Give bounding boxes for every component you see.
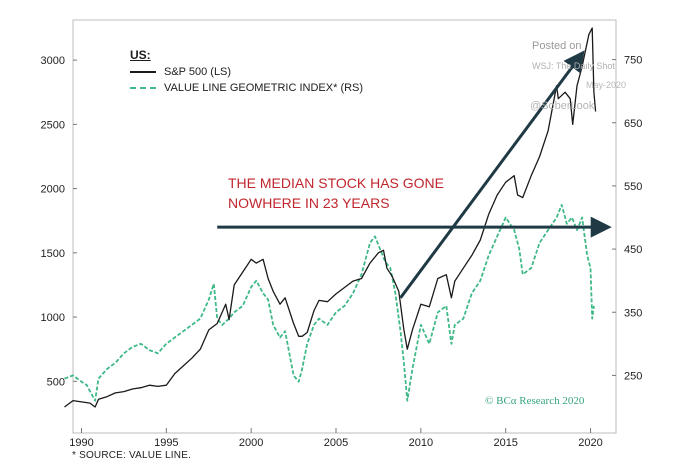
x-tick-label: 2010 bbox=[409, 437, 433, 449]
x-axis: 1990 1995 2000 2005 2010 2015 2020 bbox=[69, 428, 603, 449]
right-tick-label: 750 bbox=[624, 55, 642, 67]
arrows-layer bbox=[217, 50, 612, 299]
left-tick-label: 1000 bbox=[41, 312, 65, 324]
x-tick-label: 2020 bbox=[578, 437, 602, 449]
right-tick-label: 250 bbox=[624, 370, 642, 382]
right-tick-label: 550 bbox=[624, 181, 642, 193]
valueline-line bbox=[64, 203, 595, 402]
right-axis: 250 350 450 550 650 750 bbox=[612, 55, 642, 382]
posted-watermark: Posted on bbox=[532, 40, 582, 52]
annotation-line-1: THE MEDIAN STOCK HAS GONE bbox=[228, 175, 444, 191]
soberlook-watermark: @SoberLook bbox=[530, 100, 595, 112]
legend-label-sp500: S&P 500 (LS) bbox=[164, 66, 232, 78]
legend-swatch-solid bbox=[130, 71, 156, 73]
diagonal-arrow bbox=[399, 50, 585, 299]
left-tick-label: 2500 bbox=[41, 119, 65, 131]
x-tick-label: 2000 bbox=[239, 437, 263, 449]
right-tick-label: 450 bbox=[624, 244, 642, 256]
plot-border bbox=[72, 19, 617, 434]
copyright-label: © BCα Research 2020 bbox=[485, 395, 585, 407]
right-tick-label: 650 bbox=[624, 118, 642, 130]
legend-label-valueline: VALUE LINE GEOMETRIC INDEX* (RS) bbox=[164, 82, 364, 94]
left-axis: 500 1000 1500 2000 2500 3000 bbox=[41, 55, 77, 388]
right-tick-label: 350 bbox=[624, 307, 642, 319]
source-note: * SOURCE: VALUE LINE. bbox=[72, 450, 192, 461]
x-tick-label: 2015 bbox=[493, 437, 517, 449]
x-tick-label: 1990 bbox=[69, 437, 93, 449]
left-tick-label: 500 bbox=[47, 376, 65, 388]
left-tick-label: 1500 bbox=[41, 248, 65, 260]
annotation: THE MEDIAN STOCK HAS GONE NOWHERE IN 23 … bbox=[228, 173, 444, 213]
x-tick-label: 1995 bbox=[154, 437, 178, 449]
annotation-line-2: NOWHERE IN 23 YEARS bbox=[228, 195, 390, 211]
wsj-watermark: WSJ: The Daily Shot bbox=[532, 61, 615, 71]
left-tick-label: 3000 bbox=[41, 55, 65, 67]
date-watermark: May-2020 bbox=[586, 80, 627, 90]
left-tick-label: 2000 bbox=[41, 184, 65, 196]
legend-title: US: bbox=[130, 48, 151, 62]
legend: US: S&P 500 (LS) VALUE LINE GEOMETRIC IN… bbox=[130, 48, 363, 96]
legend-item-sp500: S&P 500 (LS) bbox=[130, 64, 363, 80]
x-tick-label: 2005 bbox=[324, 437, 348, 449]
legend-item-valueline: VALUE LINE GEOMETRIC INDEX* (RS) bbox=[130, 80, 363, 96]
sp500-line bbox=[64, 27, 597, 408]
series-layer bbox=[64, 27, 597, 408]
legend-swatch-dashed bbox=[130, 87, 156, 89]
